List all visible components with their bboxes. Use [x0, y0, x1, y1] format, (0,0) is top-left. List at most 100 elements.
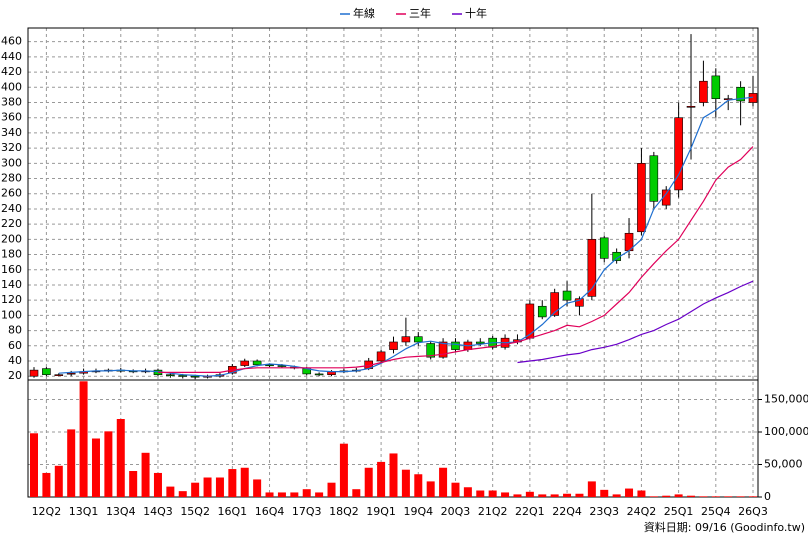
candle-body [637, 163, 646, 233]
candle-body [277, 365, 287, 367]
volume-bar [426, 481, 435, 497]
x-tick-label: 23Q3 [589, 505, 619, 518]
y-tick-label: 280 [1, 172, 22, 185]
candle-body [451, 341, 460, 350]
candle-body [426, 343, 435, 358]
candle-body [562, 290, 572, 301]
volume-bar [290, 492, 299, 497]
volume-bar [54, 465, 63, 497]
volume-bar [625, 488, 634, 497]
x-tick-label: 25Q1 [664, 505, 694, 518]
x-tick-label: 14Q3 [143, 505, 173, 518]
x-tick-label: 12Q2 [32, 505, 62, 518]
y-tick-label: 340 [1, 126, 22, 139]
candle-body [401, 336, 411, 343]
x-tick-label: 18Q2 [329, 505, 359, 518]
volume-bar [339, 443, 348, 497]
y-tick-label: 120 [1, 293, 22, 306]
y-tick-label: 200 [1, 232, 22, 245]
y-tick-label: 240 [1, 202, 22, 215]
volume-bar [215, 477, 224, 497]
volume-bar [327, 482, 336, 497]
candle-body [438, 341, 448, 358]
candle-body [66, 372, 76, 375]
volume-bar [191, 482, 200, 497]
volume-bar [401, 469, 410, 497]
candle-body [587, 239, 597, 297]
x-tick-label: 22Q4 [552, 505, 582, 518]
candle-body [29, 369, 39, 377]
volume-bar [364, 467, 373, 497]
volume-bar [476, 490, 485, 497]
volume-bar [587, 481, 596, 497]
candle-body [413, 336, 423, 343]
volume-bar [228, 469, 237, 497]
volume-bar [463, 487, 472, 497]
y-tick-label: 160 [1, 263, 22, 276]
volume-bar [538, 494, 547, 497]
volume-bar [749, 496, 757, 497]
moving-average-line [517, 280, 754, 364]
volume-bar [315, 492, 324, 497]
x-tick-label: 13Q4 [106, 505, 136, 518]
volume-bar [203, 477, 212, 497]
y-tick-label: 20 [8, 369, 22, 382]
volume-bar [104, 431, 113, 497]
candle-body [575, 298, 584, 307]
y-tick-label: 440 [1, 50, 22, 63]
volume-bar [612, 494, 621, 497]
candle-body [550, 292, 559, 316]
legend-label: 十年 [465, 6, 487, 20]
volume-bar [30, 433, 38, 497]
y-tick-label: 400 [1, 80, 22, 93]
volume-bar [91, 438, 100, 497]
volume-bar [178, 491, 187, 497]
candle-body [265, 364, 274, 367]
volume-bar [153, 472, 162, 497]
volume-bar [687, 495, 696, 497]
y-tick-label: 420 [1, 65, 22, 78]
volume-bar [67, 429, 76, 497]
volume-bar [166, 486, 175, 497]
volume-bar [711, 496, 720, 497]
y2-tick-label: 100,000 [764, 425, 808, 438]
candle-body [389, 341, 398, 350]
candle-body [525, 303, 535, 339]
legend-label: 三年 [409, 6, 431, 20]
candle-body [166, 374, 175, 376]
y-tick-label: 80 [8, 324, 22, 337]
volume-bar [736, 496, 745, 497]
volume-bar [42, 472, 51, 497]
volume-bar [699, 496, 708, 497]
candle-body [178, 375, 188, 377]
volume-bar [129, 471, 138, 497]
candle-body [711, 75, 721, 100]
x-tick-label: 25Q4 [701, 505, 731, 518]
candle-body [661, 189, 671, 206]
volume-bar [116, 419, 125, 497]
x-tick-label: 22Q1 [515, 505, 545, 518]
candle-body [686, 106, 696, 108]
volume-bar [513, 494, 522, 497]
volume-bar [550, 494, 559, 497]
volume-bar [724, 496, 733, 497]
candle-body [54, 374, 64, 376]
volume-bar [253, 479, 262, 497]
moving-average-line [158, 146, 754, 373]
volume-bar [525, 491, 534, 497]
candle-body [376, 351, 386, 362]
candle-body [649, 155, 659, 202]
volume-bar [240, 467, 249, 497]
y-tick-label: 260 [1, 187, 22, 200]
candle-body [475, 341, 485, 344]
volume-bar [79, 381, 88, 497]
volume-bar [141, 452, 150, 497]
volume-bar [637, 490, 646, 497]
x-tick-label: 15Q2 [180, 505, 210, 518]
candle-body [314, 373, 324, 376]
candle-body [252, 360, 262, 366]
legend-label: 年線 [353, 6, 375, 20]
volume-bar [575, 493, 584, 497]
y-tick-label: 300 [1, 156, 22, 169]
y-tick-label: 460 [1, 35, 22, 48]
